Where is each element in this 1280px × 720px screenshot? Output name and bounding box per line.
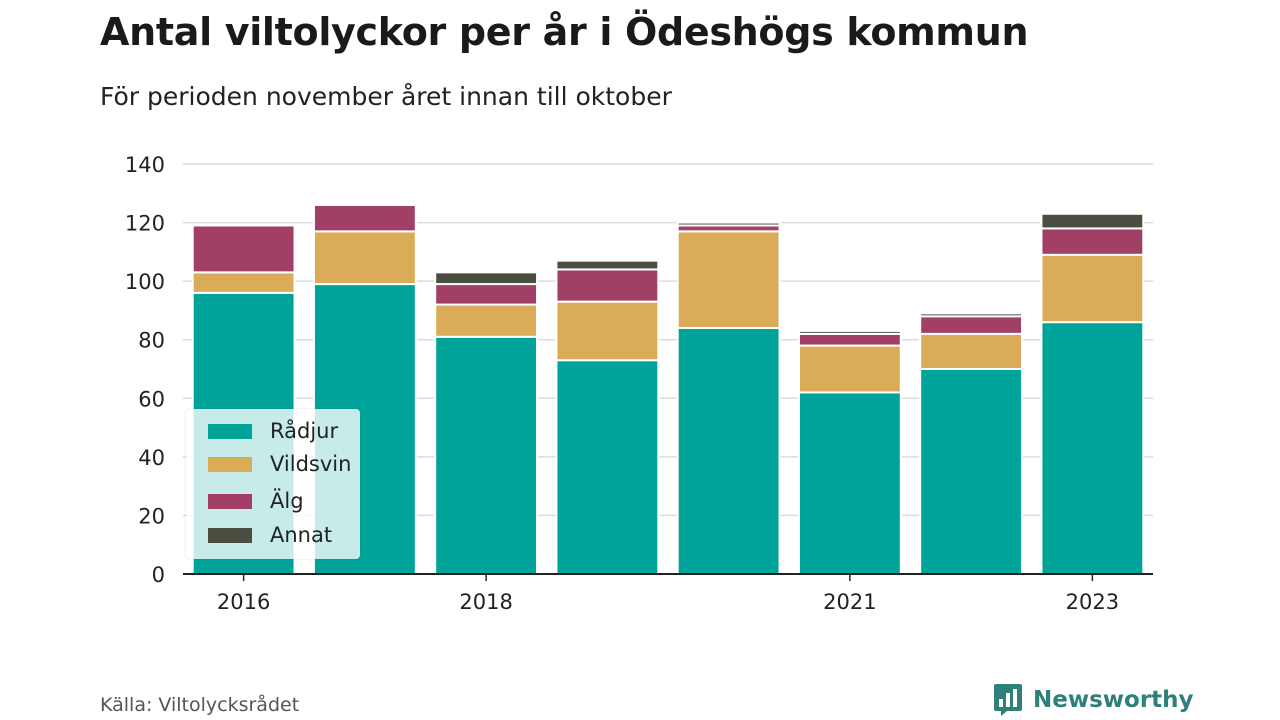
chart-subtitle: För perioden november året innan till ok… <box>100 82 672 111</box>
legend-item-radjur: Rådjur <box>208 419 338 443</box>
bar-segment-2018-s3 <box>434 271 539 286</box>
legend-item-alg: Älg <box>208 489 304 513</box>
bar-segment-2020-s3 <box>676 221 781 227</box>
bar-segment-2022-s1 <box>919 332 1024 371</box>
legend-label-alg: Älg <box>270 489 304 513</box>
legend-swatch-radjur <box>208 423 252 439</box>
bar-segment-2018-s0 <box>434 335 539 575</box>
bar-segment-2019-s0 <box>555 359 660 576</box>
bar-segment-2019-s2 <box>555 268 660 303</box>
legend: Rådjur Vildsvin Älg Annat <box>186 409 360 559</box>
x-tick-label-2023: 2023 <box>1066 590 1119 614</box>
y-tick-label-20: 20 <box>138 504 165 528</box>
y-tick-label-0: 0 <box>152 563 165 587</box>
y-tick-label-60: 60 <box>138 387 165 411</box>
x-axis-tick-labels: 2016 2018 2021 2023 <box>217 574 1119 614</box>
bar-segment-2017-s2 <box>312 204 417 233</box>
bar-segment-2022-s0 <box>919 368 1024 575</box>
bar-segment-2016-s2 <box>191 224 296 274</box>
legend-label-vildsvin: Vildsvin <box>270 452 352 476</box>
bar-segment-2021-s0 <box>797 391 902 575</box>
bar-segment-2021-s2 <box>797 332 902 347</box>
bar-segment-2018-s1 <box>434 303 539 338</box>
bar-segment-2022-s2 <box>919 315 1024 335</box>
y-tick-label-120: 120 <box>125 212 165 236</box>
y-tick-label-40: 40 <box>138 446 165 470</box>
bar-segment-2020-s1 <box>676 230 781 330</box>
bar-segment-2021-s3 <box>797 329 902 335</box>
brand-logo-block[interactable]: Newsworthy <box>993 683 1194 717</box>
y-tick-label-80: 80 <box>138 329 165 353</box>
legend-swatch-vildsvin <box>208 456 252 472</box>
bar-segment-2022-s3 <box>919 312 1024 318</box>
legend-swatch-annat <box>208 527 252 543</box>
bar-segment-2017-s1 <box>312 230 417 286</box>
source-note: Källa: Viltolycksrådet <box>100 694 300 716</box>
bar-segment-2023-s2 <box>1040 227 1145 256</box>
legend-item-annat: Annat <box>208 523 332 547</box>
y-axis-tick-labels: 0 20 40 60 80 100 120 140 <box>125 153 165 587</box>
bar-segment-2018-s2 <box>434 283 539 306</box>
x-tick-label-2016: 2016 <box>217 590 270 614</box>
x-tick-label-2021: 2021 <box>823 590 876 614</box>
bar-segment-2021-s1 <box>797 344 902 394</box>
legend-label-radjur: Rådjur <box>270 419 339 443</box>
chart-title: Antal viltolyckor per år i Ödeshögs komm… <box>100 10 1029 54</box>
y-tick-label-140: 140 <box>125 153 165 177</box>
bar-segment-2023-s3 <box>1040 212 1145 230</box>
bar-segment-2023-s1 <box>1040 253 1145 324</box>
bar-segment-2016-s1 <box>191 271 296 294</box>
y-tick-label-100: 100 <box>125 270 165 294</box>
legend-label-annat: Annat <box>270 523 333 547</box>
bar-segment-2019-s1 <box>555 300 660 362</box>
brand-name: Newsworthy <box>1033 687 1194 713</box>
legend-swatch-alg <box>208 493 252 509</box>
bar-segment-2020-s0 <box>676 327 781 575</box>
x-tick-label-2018: 2018 <box>459 590 512 614</box>
newsworthy-logo-icon <box>994 684 1022 716</box>
bar-segment-2019-s3 <box>555 259 660 271</box>
bar-segment-2023-s0 <box>1040 321 1145 575</box>
legend-item-vildsvin: Vildsvin <box>208 452 351 476</box>
